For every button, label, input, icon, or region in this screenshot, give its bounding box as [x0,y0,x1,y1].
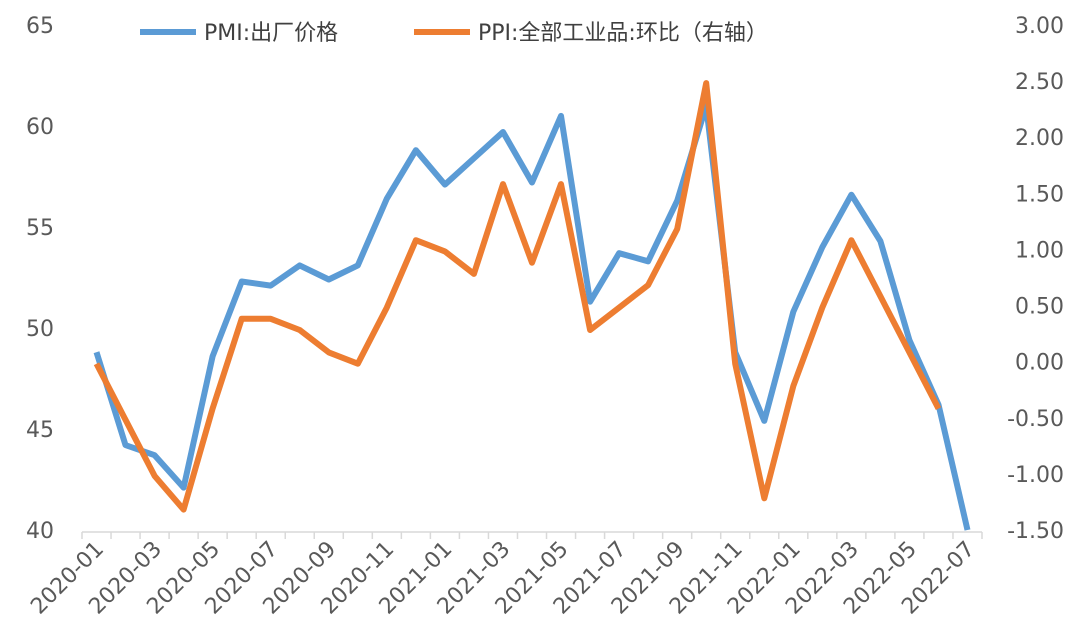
axes: 2020-012020-032020-052020-072020-092020-… [26,14,1064,619]
y-left-tick-label: 60 [26,115,54,140]
y-right-tick-label: 0.50 [1015,295,1064,320]
y-right-tick-label: 1.50 [1015,182,1064,207]
y-right-tick-label: 1.00 [1015,238,1064,263]
y-right-tick-label: -1.50 [1007,519,1064,544]
legend-label-pmi: PMI:出厂价格 [204,21,338,46]
legend: PMI:出厂价格 PPI:全部工业品:环比（右轴） [140,21,768,46]
series-group [93,80,971,531]
y-left-tick-label: 50 [26,317,54,342]
y-right-tick-label: -0.50 [1007,407,1064,432]
y-left-tick-label: 40 [26,519,54,544]
y-right-tick-label: 0.00 [1015,351,1064,376]
series-line-pmi [93,102,971,531]
y-left-tick-label: 45 [26,418,54,443]
y-right-tick-label: -1.00 [1007,463,1064,488]
y-right-tick-label: 2.00 [1015,126,1064,151]
series-line-ppi [93,80,942,513]
y-right-tick-label: 3.00 [1015,14,1064,39]
y-left-tick-label: 65 [26,14,54,39]
legend-label-ppi: PPI:全部工业品:环比（右轴） [478,21,768,46]
y-left-tick-label: 55 [26,216,54,241]
y-right-tick-label: 2.50 [1015,70,1064,95]
